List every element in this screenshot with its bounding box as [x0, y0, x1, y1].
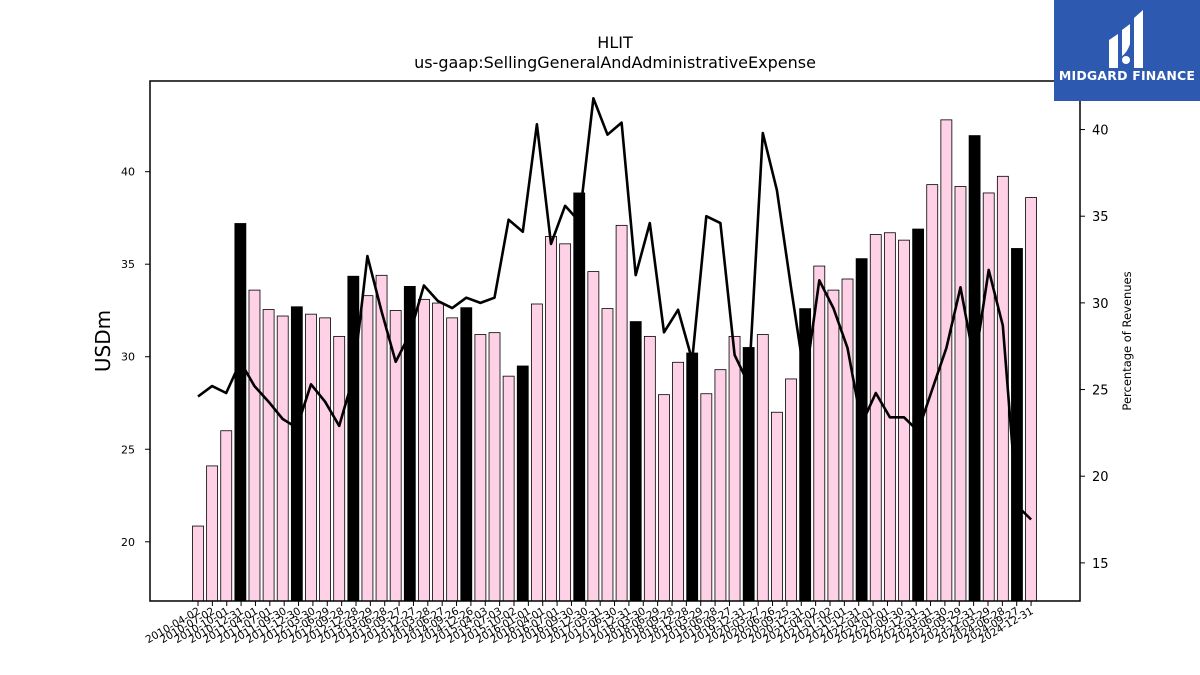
- bar: [672, 361, 684, 602]
- y-tick-label: 20: [121, 536, 135, 549]
- percentage-line: [197, 97, 1033, 521]
- brand-name: MIDGARD FINANCE: [1058, 68, 1196, 83]
- bar: [771, 411, 783, 602]
- bar: [276, 315, 289, 602]
- bar: [841, 278, 854, 602]
- bar-series: [192, 119, 1037, 602]
- y-tick-label: 25: [121, 443, 135, 456]
- bar: [728, 335, 741, 602]
- bar: [248, 289, 261, 602]
- bar-highlight: [234, 223, 247, 602]
- brand-logo: MIDGARD FINANCE: [1054, 0, 1200, 101]
- bar: [488, 332, 501, 602]
- bar: [643, 335, 656, 602]
- bar: [827, 289, 840, 602]
- bar: [1025, 197, 1037, 602]
- bar-highlight: [460, 307, 473, 602]
- x-axis: 2010-04-022010-07-022010-10-012010-12-31…: [144, 601, 1036, 646]
- percentage-line-series: [197, 97, 1033, 521]
- y-axis-label: USDm: [91, 310, 115, 372]
- bar: [601, 308, 614, 602]
- bar: [530, 303, 543, 602]
- bar: [446, 317, 459, 602]
- bar: [305, 313, 317, 602]
- bar: [361, 295, 374, 602]
- y2-tick-label: 15: [1092, 557, 1109, 572]
- y2-tick-label: 25: [1092, 384, 1109, 399]
- bar-highlight: [968, 135, 981, 602]
- left-y-axis: 20 25 30 35 40: [121, 166, 150, 549]
- y2-tick-label: 35: [1092, 210, 1109, 225]
- bar-highlight: [912, 228, 925, 602]
- bar: [869, 234, 882, 602]
- right-y-axis: 15 20 25 30 35 40: [1080, 124, 1109, 572]
- bar: [587, 271, 600, 602]
- bar: [432, 302, 444, 602]
- y2-tick-label: 20: [1092, 470, 1109, 485]
- bar-highlight: [855, 258, 868, 602]
- bar: [220, 430, 233, 602]
- y-tick-label: 30: [121, 351, 135, 364]
- bar: [319, 317, 331, 602]
- bar: [333, 335, 346, 602]
- chart-subtitle: us-gaap:SellingGeneralAndAdministrativeE…: [414, 53, 816, 72]
- bar: [785, 378, 797, 602]
- bar-highlight: [686, 352, 699, 602]
- bar-highlight: [516, 365, 529, 602]
- chart-title: HLIT: [597, 33, 633, 52]
- y2-tick-label: 40: [1092, 124, 1109, 139]
- y-tick-label: 40: [121, 166, 135, 179]
- bar: [954, 186, 967, 602]
- bar-highlight: [629, 321, 642, 602]
- bar: [615, 224, 628, 602]
- bar: [545, 236, 557, 602]
- bar: [982, 192, 995, 602]
- bar: [559, 243, 572, 602]
- bar: [206, 465, 219, 602]
- bar-highlight: [1011, 248, 1023, 602]
- y2-axis-label: Percentage of Revenues: [1120, 271, 1134, 410]
- bar: [474, 334, 487, 602]
- bar-highlight: [347, 275, 360, 602]
- bar: [658, 394, 670, 602]
- bar: [192, 525, 204, 602]
- bar: [700, 393, 713, 602]
- midgard-logo-icon: [1109, 10, 1143, 68]
- bar: [502, 375, 515, 602]
- bar: [418, 298, 430, 602]
- bar: [262, 309, 275, 602]
- bar-highlight: [573, 192, 586, 602]
- y2-tick-label: 30: [1092, 297, 1109, 312]
- bar: [756, 334, 769, 602]
- bar: [714, 369, 727, 602]
- y-tick-label: 35: [121, 258, 135, 271]
- bar-highlight: [290, 306, 303, 602]
